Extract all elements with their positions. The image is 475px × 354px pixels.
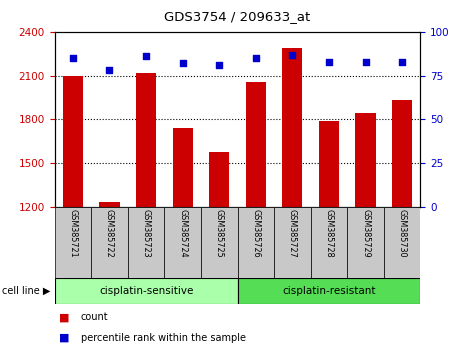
Text: cisplatin-sensitive: cisplatin-sensitive — [99, 286, 193, 296]
Text: cell line ▶: cell line ▶ — [2, 286, 51, 296]
Point — [142, 53, 150, 59]
Bar — [238, 278, 420, 304]
Bar — [392, 101, 412, 207]
Text: GSM385725: GSM385725 — [215, 209, 224, 258]
Text: GSM385722: GSM385722 — [105, 209, 114, 258]
Text: percentile rank within the sample: percentile rank within the sample — [81, 332, 246, 343]
Bar — [238, 207, 274, 278]
Text: GSM385728: GSM385728 — [324, 209, 333, 258]
Point — [325, 59, 332, 64]
Bar — [274, 207, 311, 278]
Bar — [63, 76, 83, 207]
Bar — [384, 207, 420, 278]
Point — [69, 55, 77, 61]
Bar — [136, 73, 156, 207]
Bar — [55, 207, 91, 278]
Bar — [164, 207, 201, 278]
Text: cisplatin-resistant: cisplatin-resistant — [282, 286, 376, 296]
Bar — [347, 207, 384, 278]
Text: GSM385724: GSM385724 — [178, 209, 187, 258]
Point — [252, 55, 259, 61]
Text: GDS3754 / 209633_at: GDS3754 / 209633_at — [164, 10, 311, 23]
Bar — [201, 207, 238, 278]
Bar — [55, 278, 238, 304]
Text: count: count — [81, 312, 108, 322]
Bar — [282, 48, 303, 207]
Bar — [319, 121, 339, 207]
Text: GSM385730: GSM385730 — [398, 209, 407, 258]
Point — [398, 59, 406, 64]
Bar — [311, 207, 347, 278]
Text: ■: ■ — [59, 332, 70, 343]
Point — [362, 59, 370, 64]
Text: GSM385727: GSM385727 — [288, 209, 297, 258]
Point — [179, 61, 186, 66]
Bar — [91, 207, 128, 278]
Point — [216, 62, 223, 68]
Bar — [209, 152, 229, 207]
Text: GSM385723: GSM385723 — [142, 209, 151, 258]
Point — [105, 68, 113, 73]
Text: GSM385726: GSM385726 — [251, 209, 260, 258]
Bar — [172, 128, 193, 207]
Bar — [128, 207, 164, 278]
Bar — [355, 113, 376, 207]
Text: GSM385721: GSM385721 — [68, 209, 77, 258]
Text: GSM385729: GSM385729 — [361, 209, 370, 258]
Point — [289, 52, 296, 57]
Text: ■: ■ — [59, 312, 70, 322]
Bar — [246, 81, 266, 207]
Bar — [99, 202, 120, 207]
